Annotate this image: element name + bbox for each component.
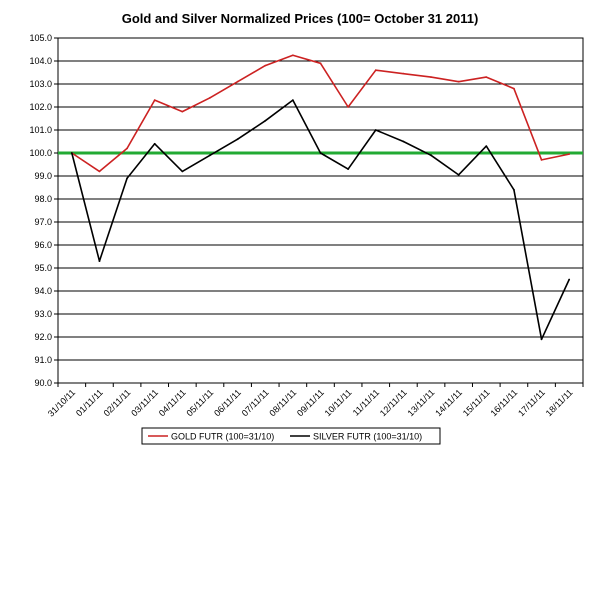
x-tick-label: 07/11/11 (240, 387, 271, 418)
x-tick-label: 18/11/11 (544, 387, 575, 418)
data-point-1 (347, 168, 350, 171)
x-tick-label: 15/11/11 (461, 387, 492, 418)
x-tick-label: 12/11/11 (378, 387, 409, 418)
data-point-0 (98, 170, 101, 173)
data-point-0 (126, 147, 128, 150)
data-point-1 (319, 152, 322, 154)
x-tick-label: 04/11/11 (157, 387, 188, 418)
data-point-1 (568, 278, 571, 281)
legend-label: GOLD FUTR (100=31/10) (171, 432, 274, 442)
y-tick-label: 102.0 (29, 102, 52, 112)
x-tick-label: 06/11/11 (212, 387, 243, 418)
data-point-0 (568, 153, 571, 156)
data-point-0 (347, 106, 350, 108)
y-tick-label: 90.0 (34, 378, 52, 388)
data-point-1 (264, 119, 267, 122)
data-point-1 (98, 260, 101, 262)
x-tick-label: 13/11/11 (406, 387, 437, 418)
data-point-1 (209, 154, 211, 157)
legend-label: SILVER FUTR (100=31/10) (313, 432, 422, 442)
y-tick-label: 93.0 (34, 309, 52, 319)
data-point-1 (430, 154, 432, 157)
y-tick-label: 91.0 (34, 355, 52, 365)
data-point-1 (236, 138, 239, 141)
x-axis: 31/10/1101/11/1102/11/1103/11/1104/11/11… (46, 383, 584, 419)
y-tick-label: 95.0 (34, 263, 52, 273)
y-tick-label: 100.0 (29, 148, 52, 158)
x-tick-label: 01/11/11 (74, 387, 105, 418)
y-tick-label: 101.0 (29, 125, 52, 135)
data-point-1 (402, 140, 405, 143)
data-point-1 (153, 142, 156, 145)
x-tick-label: 08/11/11 (267, 387, 298, 418)
y-tick-label: 104.0 (29, 56, 52, 66)
data-point-1 (540, 338, 543, 341)
data-point-0 (291, 54, 294, 57)
data-point-0 (319, 62, 322, 65)
y-tick-label: 99.0 (34, 171, 52, 181)
data-point-1 (70, 152, 73, 154)
y-tick-label: 96.0 (34, 240, 52, 250)
y-tick-label: 94.0 (34, 286, 52, 296)
data-point-1 (457, 173, 460, 176)
grid-lines (58, 37, 583, 384)
data-point-0 (457, 80, 460, 83)
x-tick-label: 11/11/11 (351, 387, 381, 417)
data-point-1 (181, 170, 184, 173)
x-tick-label: 02/11/11 (102, 387, 133, 418)
data-point-0 (264, 64, 267, 67)
y-tick-label: 92.0 (34, 332, 52, 342)
legend: GOLD FUTR (100=31/10) SILVER FUTR (100=31… (141, 427, 441, 445)
y-tick-label: 97.0 (34, 217, 52, 227)
data-point-0 (540, 159, 543, 161)
x-tick-label: 31/10/11 (46, 387, 77, 418)
data-point-0 (513, 87, 515, 90)
data-point-1 (291, 99, 294, 101)
y-tick-label: 103.0 (29, 79, 52, 89)
x-tick-label: 16/11/11 (488, 387, 519, 418)
data-point-0 (485, 76, 488, 78)
series-group (70, 54, 571, 341)
x-tick-label: 17/11/11 (516, 387, 547, 418)
data-point-0 (402, 72, 405, 75)
x-tick-label: 10/11/11 (323, 387, 354, 418)
data-point-0 (153, 99, 156, 101)
data-point-1 (485, 145, 488, 148)
x-tick-label: 09/11/11 (295, 387, 326, 418)
x-tick-label: 14/11/11 (433, 387, 464, 418)
y-tick-label: 98.0 (34, 194, 52, 204)
data-point-0 (181, 110, 184, 113)
y-axis: 90.0 91.0 92.0 93.0 94.0 95.0 96.0 97.0 98.0 99.0… (29, 33, 58, 388)
data-point-0 (430, 76, 432, 78)
data-point-1 (513, 188, 515, 191)
y-tick-label: 105.0 (29, 33, 52, 43)
data-point-0 (209, 96, 211, 99)
data-point-1 (374, 129, 377, 131)
x-tick-label: 05/11/11 (184, 387, 215, 418)
data-point-1 (126, 177, 128, 180)
series-line-1 (71, 99, 570, 341)
plot-area (57, 37, 584, 384)
x-tick-label: 03/11/11 (129, 387, 160, 418)
data-point-0 (374, 69, 377, 72)
chart-title: Gold and Silver Normalized Prices (100= … (122, 11, 479, 26)
data-point-0 (236, 80, 239, 83)
